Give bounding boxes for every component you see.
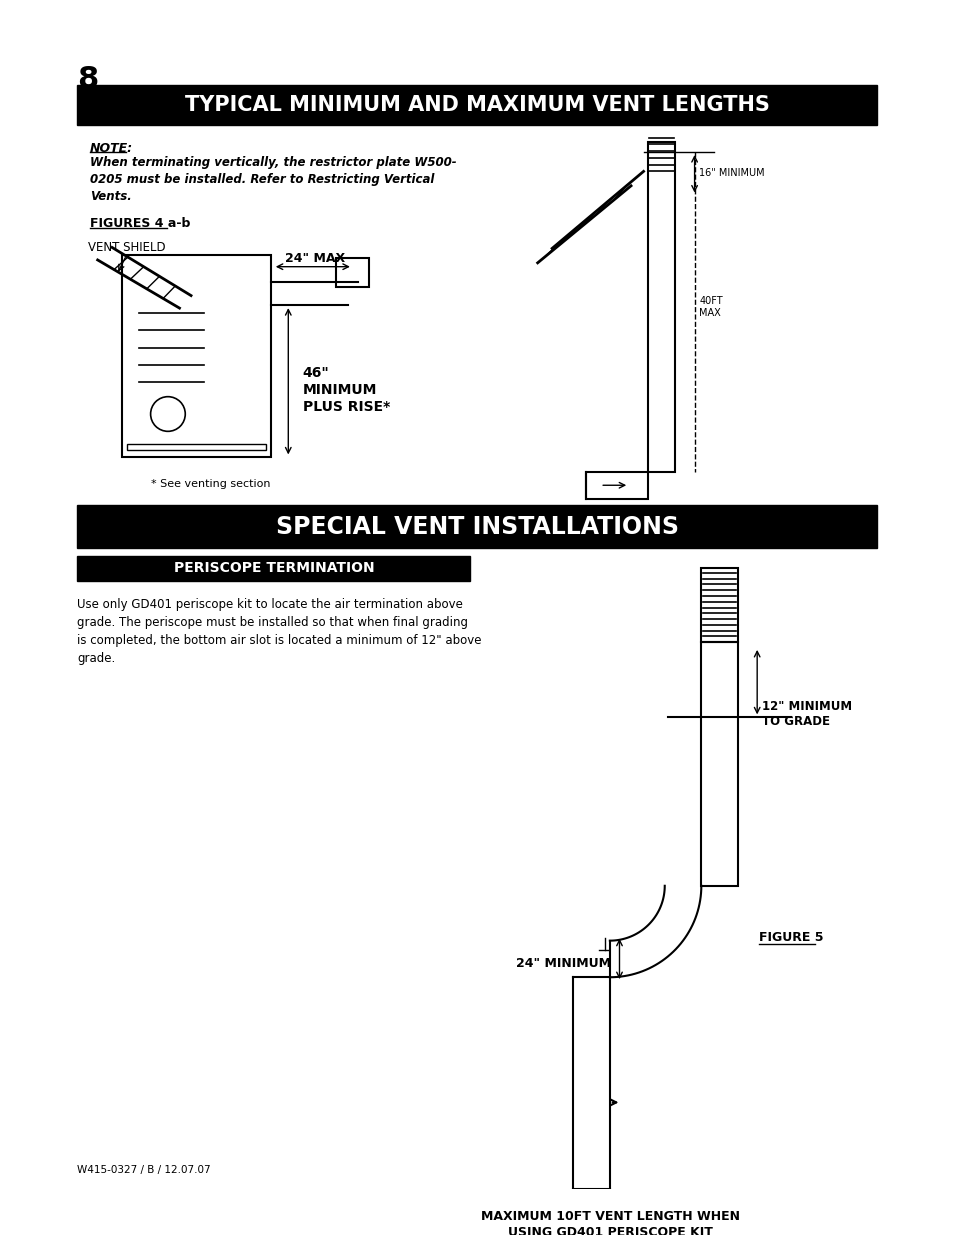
Bar: [77, 505, 876, 548]
Text: 40FT
MAX: 40FT MAX: [699, 296, 722, 317]
Text: 8: 8: [77, 65, 98, 94]
Text: FIGURE 5: FIGURE 5: [759, 931, 822, 944]
Bar: [336, 258, 369, 287]
Text: 24" MAX: 24" MAX: [285, 252, 345, 264]
Text: NOTE:: NOTE:: [90, 142, 132, 156]
Text: W415-0327 / B / 12.07.07: W415-0327 / B / 12.07.07: [77, 1165, 211, 1174]
Bar: [77, 556, 470, 580]
Bar: [77, 85, 876, 125]
Text: * See venting section: * See venting section: [151, 479, 270, 489]
Bar: [700, 642, 738, 885]
Text: 46"
MINIMUM
PLUS RISE*: 46" MINIMUM PLUS RISE*: [302, 366, 390, 414]
Text: 24" MINIMUM: 24" MINIMUM: [515, 957, 610, 971]
Bar: [127, 443, 266, 450]
Text: Use only GD401 periscope kit to locate the air termination above
grade. The peri: Use only GD401 periscope kit to locate t…: [77, 598, 481, 664]
Text: FIGURES 4 a-b: FIGURES 4 a-b: [90, 216, 191, 230]
Bar: [648, 142, 675, 472]
Text: MAXIMUM 10FT VENT LENGTH WHEN
USING GD401 PERISCOPE KIT: MAXIMUM 10FT VENT LENGTH WHEN USING GD40…: [481, 1210, 740, 1235]
Bar: [700, 568, 738, 642]
Bar: [122, 256, 271, 457]
Text: VENT SHIELD: VENT SHIELD: [88, 241, 166, 253]
Text: 16" MINIMUM: 16" MINIMUM: [699, 168, 764, 178]
Bar: [585, 472, 648, 499]
Text: PERISCOPE TERMINATION: PERISCOPE TERMINATION: [173, 561, 374, 576]
Text: 12" MINIMUM
TO GRADE: 12" MINIMUM TO GRADE: [761, 700, 851, 727]
Text: TYPICAL MINIMUM AND MAXIMUM VENT LENGTHS: TYPICAL MINIMUM AND MAXIMUM VENT LENGTHS: [184, 95, 769, 115]
Text: SPECIAL VENT INSTALLATIONS: SPECIAL VENT INSTALLATIONS: [275, 515, 678, 538]
Text: When terminating vertically, the restrictor plate W500-
0205 must be installed. : When terminating vertically, the restric…: [90, 156, 456, 203]
